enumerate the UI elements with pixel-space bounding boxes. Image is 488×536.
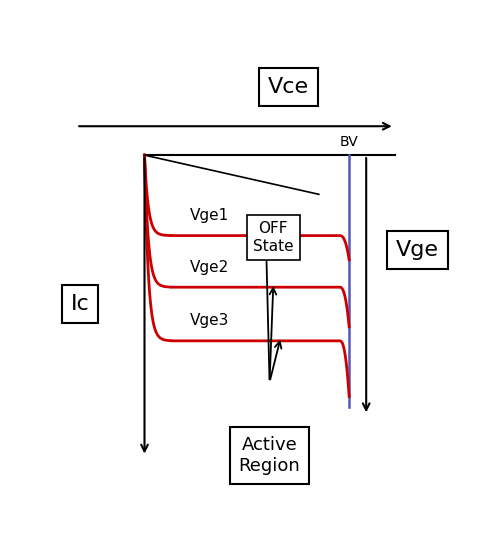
Text: Vge3: Vge3 bbox=[189, 314, 229, 329]
Text: OFF
State: OFF State bbox=[252, 221, 293, 254]
Text: Active
Region: Active Region bbox=[238, 436, 300, 474]
Text: Ic: Ic bbox=[71, 294, 89, 314]
Text: BV: BV bbox=[339, 135, 358, 149]
Text: Vge2: Vge2 bbox=[189, 260, 229, 275]
Text: Vge1: Vge1 bbox=[189, 208, 229, 223]
Text: Vge: Vge bbox=[395, 240, 438, 260]
Text: Vce: Vce bbox=[267, 77, 308, 96]
